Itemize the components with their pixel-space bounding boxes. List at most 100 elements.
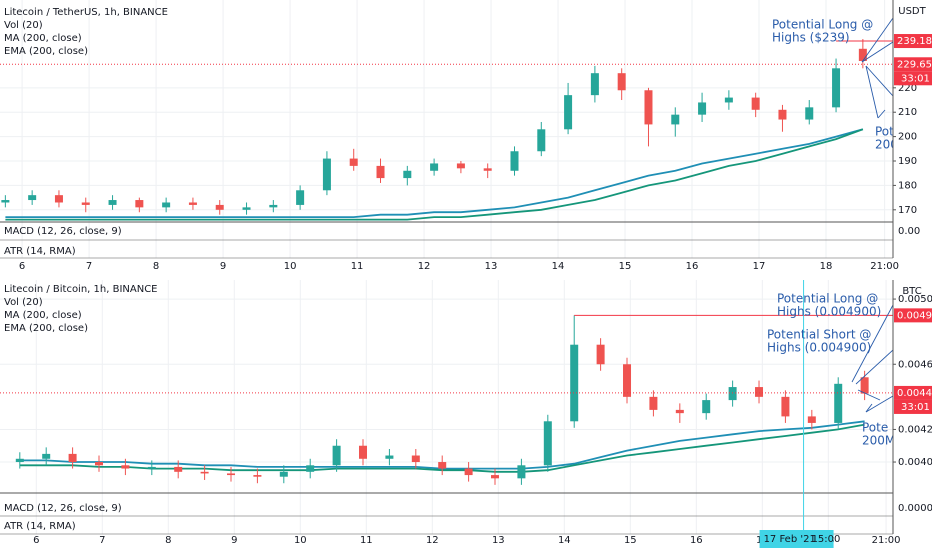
candle-body [430, 163, 439, 171]
candle-body [623, 364, 632, 397]
candle-body [121, 465, 130, 469]
x-tick-label: 13 [485, 261, 498, 272]
drawn-arrow [877, 109, 886, 119]
pane-label: ATR (14, RMA) [4, 246, 76, 257]
x-tick-label: 8 [153, 261, 159, 272]
candle-body [671, 114, 680, 125]
candle-body [279, 471, 288, 477]
chart-title: Litecoin / Bitcoin, 1h, BINANCE [4, 284, 158, 295]
price-label: 0.004900 [897, 310, 932, 321]
x-tick-label: 21:00 [870, 261, 899, 272]
price-label-bg [894, 385, 932, 400]
x-tick-label: 8 [165, 535, 171, 546]
drawn-arrow [861, 41, 894, 63]
price-label: 239.18 [897, 36, 932, 47]
x-tick-label: 15 [624, 535, 637, 546]
legend-entry: MA (200, close) [4, 33, 82, 44]
candle-body [162, 202, 171, 208]
x-tick-label: 14 [558, 535, 571, 546]
candle-body [42, 453, 51, 459]
y-tick-label: 180 [898, 180, 917, 191]
candle-body [200, 471, 209, 474]
candle-body [135, 200, 144, 208]
y-tick-label: 190 [898, 156, 917, 167]
candle-body [778, 109, 787, 120]
annotation: 200 [875, 138, 898, 152]
candle-body [724, 97, 733, 103]
candle-body [349, 158, 358, 166]
x-tick-label: 7 [86, 261, 92, 272]
candle-body [81, 202, 90, 205]
candle-body [68, 453, 77, 463]
candle-body [147, 466, 156, 469]
price-label-bg [894, 57, 932, 72]
x-tick-label: 6 [19, 261, 25, 272]
candle-body [543, 421, 552, 466]
candle-body [227, 473, 236, 476]
indicator-label: Vol (20) [4, 297, 43, 308]
legend-entry: MA (200, close) [4, 310, 82, 321]
countdown: 33:01 [901, 402, 930, 413]
pane-label: MACD (12, 26, close, 9) [4, 226, 122, 237]
annotation: Potential Long @ [772, 18, 873, 32]
candle-body [306, 465, 315, 472]
drawn-arrow [861, 17, 894, 63]
crosshair-time: 15:00 [812, 534, 841, 545]
candle-body [253, 475, 262, 477]
chart-title: Litecoin / TetherUS, 1h, BINANCE [4, 7, 168, 18]
candle-body [649, 396, 658, 410]
candle-body [54, 195, 63, 203]
candle-body [95, 462, 104, 466]
annotation: Highs (0.004900) [767, 341, 871, 355]
x-tick-label: 11 [360, 535, 373, 546]
price-label-bg [894, 308, 932, 323]
annotation: Highs ($239) [772, 31, 850, 45]
candle-body [483, 168, 492, 171]
y-tick-label: 0.004000 [898, 457, 932, 468]
price-label: 229.65 [897, 59, 932, 70]
drawn-arrow [857, 389, 881, 401]
y-tick-label: 0.004200 [898, 424, 932, 435]
currency: BTC [902, 286, 921, 297]
x-tick-label: 12 [426, 535, 439, 546]
ma-line [5, 128, 864, 218]
candle-body [805, 107, 814, 120]
candle-body [834, 383, 843, 423]
y-tick-label: 200 [898, 132, 917, 143]
pane-label: ATR (14, RMA) [4, 521, 76, 532]
x-tick-label: 21:00 [872, 535, 901, 546]
candle-body [359, 445, 368, 459]
candle-body [517, 465, 526, 479]
x-tick-label: 10 [294, 535, 307, 546]
legend-entry: EMA (200, close) [4, 323, 88, 334]
y-tick-label: 210 [898, 107, 917, 118]
drawn-arrow [865, 65, 879, 119]
x-tick-label: 9 [231, 535, 237, 546]
price-label: 0.004424 [897, 388, 932, 399]
x-tick-label: 16 [686, 261, 699, 272]
candle-body [675, 409, 684, 414]
candle-body [698, 102, 707, 115]
candle-body [269, 204, 278, 208]
x-tick-label: 12 [418, 261, 431, 272]
candle-body [296, 190, 305, 205]
candle-body [322, 158, 331, 191]
candle-body [215, 204, 224, 210]
annotation: 200M [862, 434, 895, 448]
x-tick-label: 15 [619, 261, 632, 272]
candle-body [702, 400, 711, 414]
candle-body [644, 90, 653, 125]
x-tick-label: 16 [690, 535, 703, 546]
candle-body [464, 468, 473, 476]
candle-body [438, 462, 447, 469]
candle-body [596, 344, 605, 365]
candle-body [807, 416, 816, 423]
y-tick-label: 0.005000 [898, 294, 932, 305]
x-tick-label: 7 [99, 535, 105, 546]
candle-body [564, 95, 573, 130]
candle-body [28, 195, 37, 201]
x-tick-label: 18 [820, 261, 833, 272]
annotation: Highs (0.004900) [777, 305, 881, 319]
candle-body [108, 200, 117, 205]
